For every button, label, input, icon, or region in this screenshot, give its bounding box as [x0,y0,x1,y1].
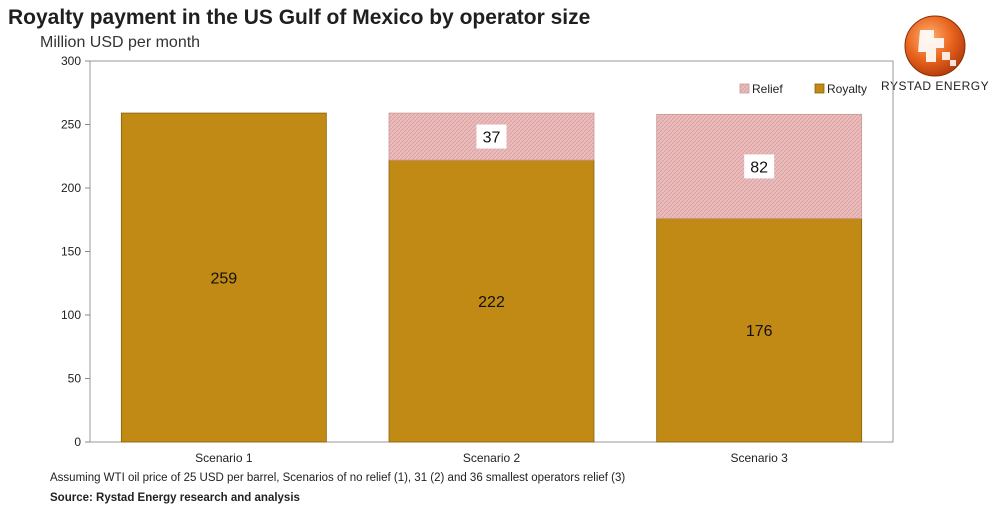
x-tick-label: Scenario 1 [195,451,253,465]
x-tick-label: Scenario 2 [463,451,521,465]
y-tick-label: 0 [74,435,81,449]
bar-royalty [120,112,327,443]
legend-label: Royalty [827,82,867,96]
data-label: 222 [478,294,505,311]
legend-swatch [739,83,750,94]
y-tick-label: 100 [61,308,81,322]
legend-label: Relief [752,82,783,96]
data-label: 82 [750,159,768,176]
chart-subtitle: Million USD per month [40,34,201,51]
data-label-box [476,124,507,149]
x-tick-label: Scenario 3 [730,451,788,465]
y-tick-label: 200 [61,181,81,195]
y-tick-label: 150 [61,245,81,259]
bar-royalty [656,218,863,443]
y-tick-label: 50 [68,372,82,386]
page-title: Royalty payment in the US Gulf of Mexico… [8,6,591,29]
data-label-box [744,154,775,179]
bar-royalty [388,159,595,443]
chart: 0 50 100 150 200 250 300 Scenario 1 Scenario 2 Sc… [61,54,894,465]
y-tick-label: 250 [61,118,81,132]
y-tick-label: 300 [61,54,81,68]
rystad-globe-icon [904,15,966,77]
legend-swatch [814,83,825,94]
data-label: 259 [210,271,237,288]
chart-footnote: Assuming WTI oil price of 25 USD per bar… [50,472,626,484]
data-label: 37 [483,130,501,147]
logo-text: RYSTAD ENERGY [881,79,990,93]
data-label: 176 [746,323,773,340]
source-note: Source: Rystad Energy research and analy… [50,492,300,504]
